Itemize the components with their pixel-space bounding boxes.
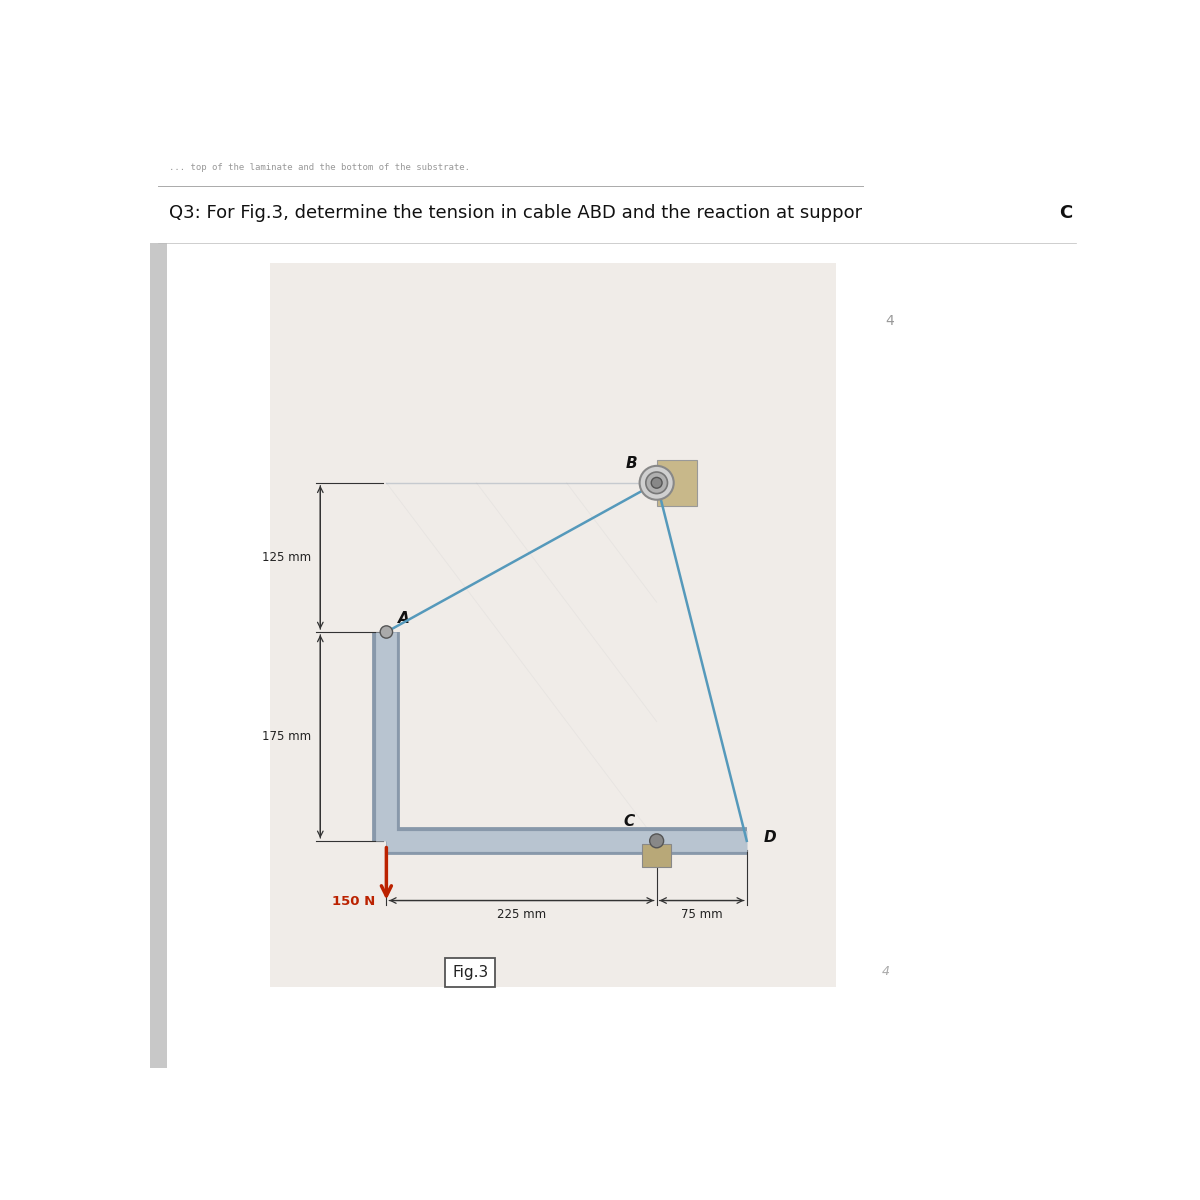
Text: 225 mm: 225 mm — [497, 908, 546, 922]
Circle shape — [649, 834, 664, 847]
Bar — [150, 242, 167, 1068]
Text: 175 mm: 175 mm — [262, 730, 311, 743]
Text: Fig.3: Fig.3 — [452, 965, 488, 979]
Text: 4: 4 — [882, 965, 890, 978]
Text: ... top of the laminate and the bottom of the substrate.: ... top of the laminate and the bottom o… — [169, 163, 470, 172]
Text: C: C — [624, 815, 635, 829]
Circle shape — [380, 626, 392, 638]
Text: 150 N: 150 N — [331, 895, 374, 907]
Text: A: A — [398, 611, 409, 626]
Bar — [270, 263, 836, 988]
Text: C: C — [1060, 204, 1073, 222]
Circle shape — [646, 472, 667, 493]
Text: Q3: For Fig.3, determine the tension in cable ABD and the reaction at suppor: Q3: For Fig.3, determine the tension in … — [169, 204, 863, 222]
Bar — [642, 844, 671, 868]
Text: D: D — [763, 830, 776, 845]
Text: 75 mm: 75 mm — [680, 908, 722, 922]
Text: 125 mm: 125 mm — [262, 551, 311, 564]
Text: 4: 4 — [886, 314, 894, 328]
Circle shape — [640, 466, 673, 499]
Text: B: B — [626, 456, 637, 472]
Circle shape — [652, 478, 662, 488]
Bar — [656, 460, 697, 506]
